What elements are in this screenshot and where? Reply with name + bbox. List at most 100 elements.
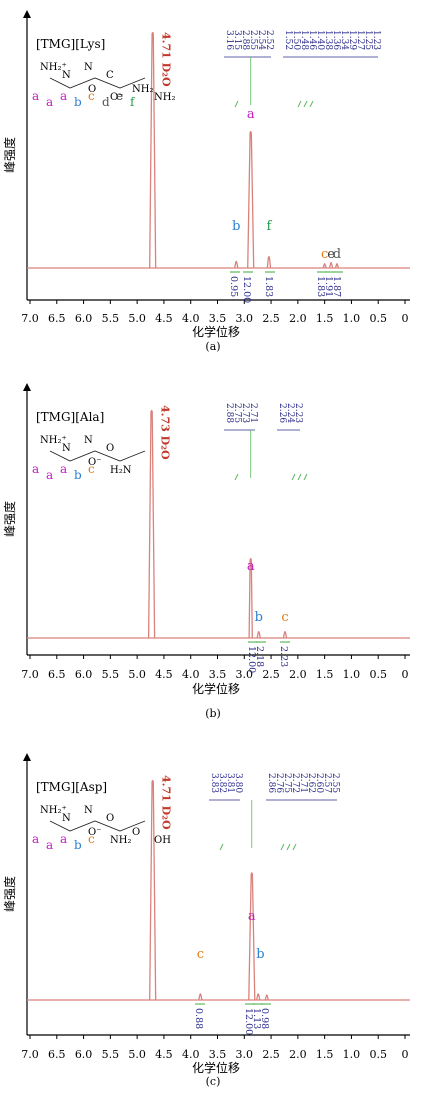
x-tick-label: 1.5 [316,1048,334,1061]
structure-atom: NH₂ [132,84,153,95]
x-tick-label: 7.0 [21,668,39,681]
spectrum-peak [248,872,256,1001]
x-tick-label: 1.5 [316,312,334,325]
shift-label: 3.81 [225,773,235,793]
spectrum-peak [282,631,288,639]
structure-site-letter: c [88,89,95,103]
x-tick-label: 0 [402,312,409,325]
structure-atom: N [84,805,93,816]
solvent-peak-label: 4.73 D₂O [159,405,172,460]
x-tick-label: 5.5 [102,668,120,681]
panel-label: (c) [206,1075,221,1088]
shift-label: 2.75 [282,773,292,793]
panel-label: (a) [205,340,220,353]
structure-bonds [49,820,146,832]
x-tick-label: 2.0 [289,668,307,681]
integral-value: 12.00 [246,646,257,673]
structure-site-letter: a [32,462,39,476]
shift-label: 3.16 [224,30,234,50]
sample-label: [TMG][Lys] [36,37,105,51]
x-tick-label: 4.0 [182,312,200,325]
x-tick-label: 6.0 [75,1048,93,1061]
x-tick-label: 1.0 [343,1048,361,1061]
x-tick-label: 1.0 [343,312,361,325]
structure-site-letter: a [46,468,53,482]
spectrum-peak [149,31,157,269]
structure-atom: N [62,813,71,824]
structure-site-letter: b [74,95,82,109]
structure-site-letter: b [74,468,82,482]
x-tick-label: 7.0 [21,1048,39,1061]
shift-label: 1.27 [355,30,365,50]
integral-value: 12.00 [243,1008,254,1035]
structure-atom: O⁻ [88,457,101,468]
shift-label: 2.26 [277,403,287,423]
x-tick-label: 6.5 [48,668,66,681]
solvent-peak-label: 4.71 D₂O [160,775,173,830]
integral-curve [286,843,291,851]
shift-label: 1.34 [339,30,349,50]
spectrum-peak [328,261,334,269]
peak-assignment-letter: d [333,247,341,262]
shift-label: 2.72 [290,773,300,793]
integral-value: 2.23 [278,646,289,667]
shift-label: 2.73 [240,403,250,423]
spectrum-panel: 7.0 6.5 6.0 5.5 5.0 4.5 4.0 3.5 3.0 2.5 2.0 1.5 1.0 0… [2,10,410,353]
x-tick-label: 5.0 [128,312,146,325]
x-tick-label: 2.5 [262,312,280,325]
shift-label: 2.88 [240,30,250,50]
shift-label: 2.60 [314,773,324,793]
structure-site-letter: a [46,95,53,109]
structure-site-letter: f [130,95,136,109]
shift-label: 2.76 [274,773,284,793]
integral-value: 2.18 [254,646,265,667]
shift-label: 2.55 [248,30,258,50]
y-axis-title: 峰强度 [2,876,17,912]
structure-atom: O⁻ [88,827,101,838]
x-tick-label: 3.5 [209,1048,227,1061]
integral-curve [303,100,308,108]
x-tick-label: 0.5 [369,668,387,681]
integral-value: 12.00 [241,276,252,303]
peak-assignment-letter: e [327,247,335,262]
structure-atom: NH₂⁺ [40,435,67,446]
shift-label: 2.52 [264,30,274,50]
x-tick-label: 0.5 [369,1048,387,1061]
shift-label: 3.15 [232,30,242,50]
structure-atom: NH₂⁺ [40,62,67,73]
shift-label: 2.86 [266,773,276,793]
y-axis-arrow [23,753,31,761]
sample-label: [TMG][Ala] [36,410,104,424]
shift-label: 1.50 [291,30,301,50]
x-tick-label: 6.5 [48,312,66,325]
peak-assignment-letter: a [247,107,255,122]
structure-site-letter: a [60,462,67,476]
structure-atom: O [88,84,96,95]
shift-label: 1.38 [323,30,333,50]
shift-label: 3.80 [233,773,243,793]
structure-atom: N [62,443,71,454]
shift-label: 2.75 [232,403,242,423]
integral-curve [291,473,296,481]
integral-curve [297,473,302,481]
integral-value: 0.88 [193,1008,204,1029]
integral-value: 0.98 [259,1008,270,1029]
shift-label: 2.54 [256,30,266,50]
shift-label: 2.88 [224,403,234,423]
peak-assignment-letter: c [197,947,204,962]
structure-site-letter: e [116,89,123,103]
integral-value: 1.87 [331,276,342,297]
structure-site-letter: a [60,89,67,103]
x-tick-label: 6.5 [48,1048,66,1061]
shift-label: 2.24 [285,403,295,423]
y-axis-title: 峰强度 [2,501,17,537]
structure-site-letter: a [32,832,39,846]
peak-assignment-letter: b [256,947,264,962]
integral-curve [234,473,239,481]
x-tick-label: 3.0 [236,1048,254,1061]
peak-assignment-letter: c [321,247,328,262]
solvent-peak-label: 4.71 D₂O [160,32,173,87]
shift-label: 1.36 [331,30,341,50]
